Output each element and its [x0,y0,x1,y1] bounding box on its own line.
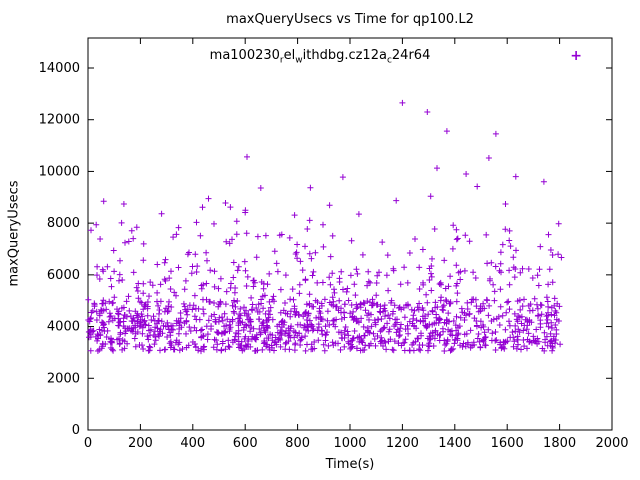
svg-text:14000: 14000 [39,61,80,76]
legend-series-label: ma100230relwithdbg.cz12ac24r64 [209,48,431,66]
svg-text:1400: 1400 [438,436,471,451]
svg-text:0: 0 [84,436,92,451]
svg-text:2000: 2000 [47,371,80,386]
svg-text:800: 800 [285,436,310,451]
y-axis-label: maxQueryUsecs [6,180,22,287]
x-axis-label: Time(s) [325,457,375,472]
svg-text:0: 0 [72,423,80,438]
svg-text:1800: 1800 [543,436,576,451]
svg-text:8000: 8000 [47,216,80,231]
svg-text:4000: 4000 [47,320,80,335]
legend: ma100230relwithdbg.cz12ac24r64 + [88,48,612,66]
svg-text:1600: 1600 [491,436,524,451]
svg-text:6000: 6000 [47,268,80,283]
svg-text:12000: 12000 [39,113,80,128]
svg-text:1000: 1000 [333,436,366,451]
chart-title: maxQueryUsecs vs Time for qp100.L2 [226,12,474,27]
svg-text:600: 600 [233,436,258,451]
svg-text:10000: 10000 [39,164,80,179]
svg-text:400: 400 [180,436,205,451]
axes: 0 200 400 600 800 1000 1200 1400 1600 1800 2000 0 20… [39,37,629,451]
svg-text:200: 200 [128,436,153,451]
data-points [85,99,565,355]
svg-text:1200: 1200 [386,436,419,451]
legend-plus-marker-icon: + [570,48,582,64]
svg-text:2000: 2000 [595,436,628,451]
